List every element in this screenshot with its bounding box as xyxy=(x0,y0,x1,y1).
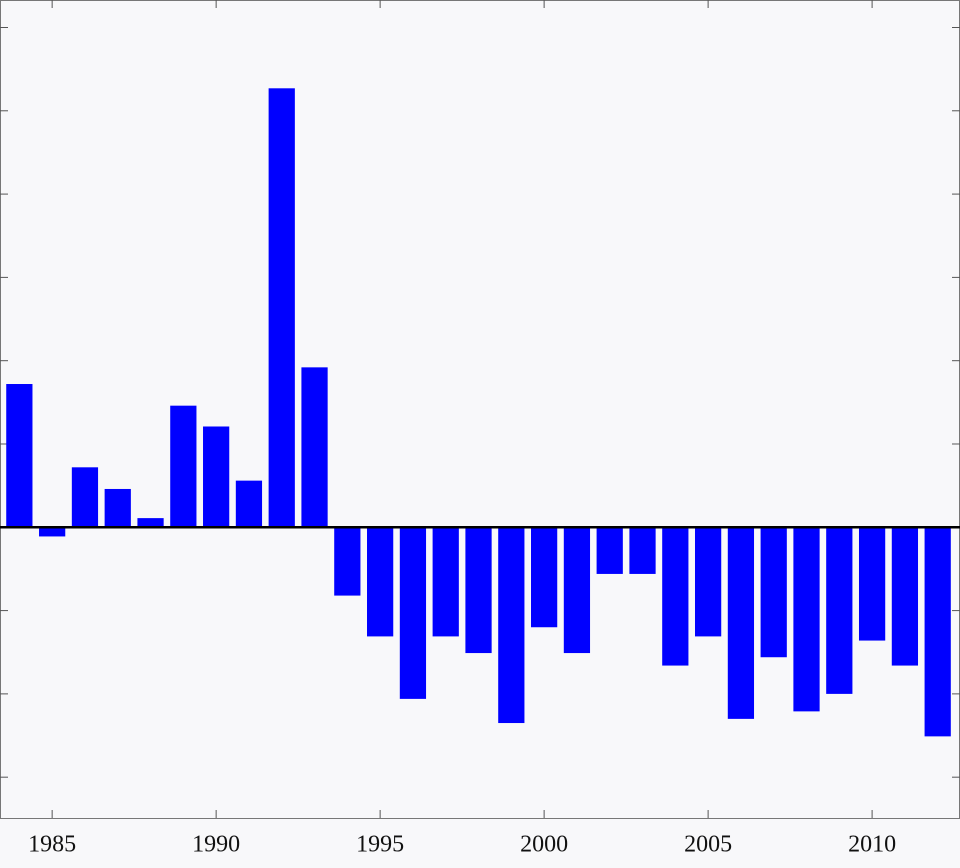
bar xyxy=(39,527,66,537)
bar xyxy=(170,405,197,528)
bar xyxy=(826,527,853,694)
bar xyxy=(301,367,328,528)
bar xyxy=(432,527,459,637)
bar xyxy=(563,527,591,654)
bar xyxy=(793,527,820,712)
bar xyxy=(465,527,492,654)
x-tick-label: 2005 xyxy=(684,832,732,858)
bar xyxy=(498,527,525,724)
x-tick-label: 2000 xyxy=(520,832,568,858)
bar xyxy=(137,518,164,528)
bar xyxy=(629,527,656,574)
bar xyxy=(104,488,131,528)
x-tick-label: 1990 xyxy=(192,832,240,858)
x-tick-label: 1985 xyxy=(28,832,76,858)
bar xyxy=(596,527,623,574)
bar xyxy=(6,384,33,528)
bar xyxy=(727,527,755,719)
bar xyxy=(334,527,361,596)
bar xyxy=(858,527,886,641)
bar xyxy=(235,480,263,528)
bar xyxy=(924,527,951,737)
bar xyxy=(203,426,230,528)
bar xyxy=(760,527,787,658)
bar xyxy=(694,527,722,637)
bar xyxy=(662,527,689,666)
bar xyxy=(71,467,99,528)
bar xyxy=(891,527,919,666)
x-tick-label: 2010 xyxy=(848,832,896,858)
bar xyxy=(399,527,427,699)
bar xyxy=(268,88,295,528)
bar xyxy=(531,527,558,628)
bar xyxy=(367,527,394,637)
x-tick-label: 1995 xyxy=(356,832,404,858)
